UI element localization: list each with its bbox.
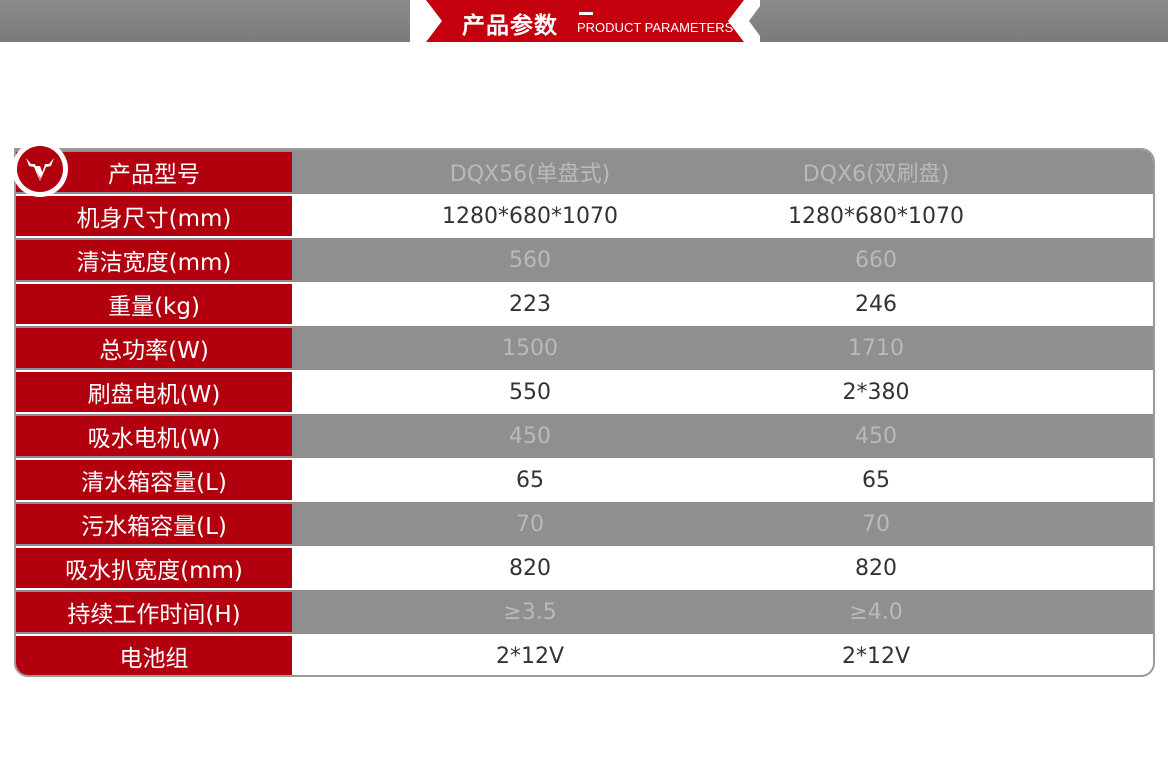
value-model-1: 450 <box>509 423 551 449</box>
value-model-1: 550 <box>509 379 551 405</box>
value-model-2: 2*12V <box>841 643 911 669</box>
table-row: 刷盘电机(W) 550 2*380 <box>16 370 1153 414</box>
banner-title: 产品参数 <box>462 13 558 39</box>
value-model-2: 2*380 <box>842 379 910 405</box>
value-model-2: 1280*680*1070 <box>788 203 964 229</box>
row-label: 重量(kg) <box>16 284 292 324</box>
table-row: 机身尺寸(mm) 1280*680*1070 1280*680*1070 <box>16 194 1153 238</box>
value-model-1: 820 <box>509 555 551 581</box>
value-model-2: 70 <box>862 511 890 537</box>
bull-head-logo-icon <box>26 158 54 181</box>
row-label: 吸水电机(W) <box>16 416 292 456</box>
table-row: 产品型号 DQX56(单盘式) DQX6(双刷盘) <box>16 150 1153 194</box>
table-row: 电池组 2*12V 2*12V <box>16 634 1153 675</box>
value-model-1: 65 <box>516 467 544 493</box>
table-row: 吸水扒宽度(mm) 820 820 <box>16 546 1153 590</box>
row-label: 电池组 <box>16 636 292 675</box>
value-model-1: 223 <box>509 291 551 317</box>
row-label: 持续工作时间(H) <box>16 592 292 632</box>
value-model-2: 1710 <box>848 335 904 361</box>
row-label: 清水箱容量(L) <box>16 460 292 500</box>
value-model-2: ≥4.0 <box>849 599 903 625</box>
value-model-1: 1500 <box>502 335 558 361</box>
row-label: 机身尺寸(mm) <box>16 196 292 236</box>
title-ribbon <box>410 0 760 42</box>
table-row: 吸水电机(W) 450 450 <box>16 414 1153 458</box>
row-label: 污水箱容量(L) <box>16 504 292 544</box>
table-row: 重量(kg) 223 246 <box>16 282 1153 326</box>
banner-subtitle: PRODUCT PARAMETERS <box>577 20 734 35</box>
table-row: 总功率(W) 1500 1710 <box>16 326 1153 370</box>
row-label: 刷盘电机(W) <box>16 372 292 412</box>
parameters-table: 产品型号 DQX56(单盘式) DQX6(双刷盘) 机身尺寸(mm) 1280*6… <box>14 148 1155 677</box>
value-model-2: 820 <box>855 555 897 581</box>
brand-logo <box>12 141 68 197</box>
value-model-1: ≥3.5 <box>503 599 557 625</box>
value-model-1: DQX56(单盘式) <box>449 162 611 187</box>
value-model-2: 450 <box>855 423 897 449</box>
value-model-2: 246 <box>855 291 897 317</box>
table-row: 清水箱容量(L) 65 65 <box>16 458 1153 502</box>
value-model-2: DQX6(双刷盘) <box>802 162 950 187</box>
row-label: 吸水扒宽度(mm) <box>16 548 292 588</box>
value-model-1: 70 <box>516 511 544 537</box>
value-model-2: 65 <box>862 467 890 493</box>
ribbon-shape <box>410 0 760 42</box>
row-label: 清洁宽度(mm) <box>16 240 292 280</box>
banner-dash <box>579 12 593 15</box>
table-row: 持续工作时间(H) ≥3.5 ≥4.0 <box>16 590 1153 634</box>
value-model-1: 2*12V <box>495 643 565 669</box>
table-row: 清洁宽度(mm) 560 660 <box>16 238 1153 282</box>
value-model-1: 560 <box>509 247 551 273</box>
value-model-2: 660 <box>855 247 897 273</box>
value-model-1: 1280*680*1070 <box>442 203 618 229</box>
row-label: 总功率(W) <box>16 328 292 368</box>
table-row: 污水箱容量(L) 70 70 <box>16 502 1153 546</box>
